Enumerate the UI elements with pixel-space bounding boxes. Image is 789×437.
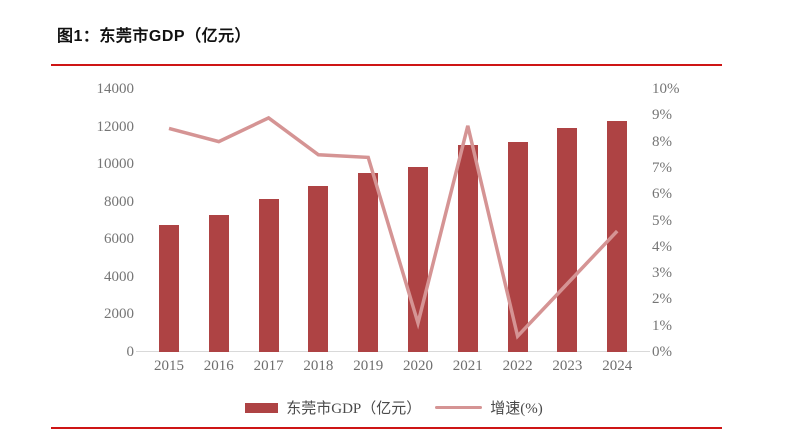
growth-line-swatch-icon <box>435 406 483 409</box>
growth-line <box>168 115 619 340</box>
y-axis-right-tick: 5% <box>652 212 672 229</box>
x-axis-tick-2021: 2021 <box>452 358 483 374</box>
x-axis-tick-2022: 2022 <box>502 358 533 374</box>
y-axis-left-tick: 8000 <box>104 193 134 210</box>
legend: 东莞市GDP（亿元） 增速(%) <box>140 397 648 418</box>
figure-title: 图1：东莞市GDP（亿元） <box>57 28 252 45</box>
gdp-bar-2019 <box>358 172 379 352</box>
y-axis-right-tick: 7% <box>652 159 672 176</box>
y-axis-right-tick: 8% <box>652 133 672 150</box>
gdp-bar-2018 <box>308 185 329 352</box>
gdp-bar-2021 <box>457 145 478 352</box>
y-axis-right-tick: 6% <box>652 186 672 203</box>
bottom-divider-rule <box>51 427 722 429</box>
x-axis-tick-2018: 2018 <box>303 358 334 374</box>
y-axis-left-tick: 4000 <box>104 268 134 285</box>
y-axis-left-tick: 12000 <box>96 118 135 135</box>
y-axis-left-tick: 14000 <box>96 81 135 97</box>
x-axis-tick-2016: 2016 <box>203 358 234 374</box>
legend-growth-label: 增速(%) <box>490 401 543 417</box>
y-axis-right-tick: 3% <box>652 265 672 282</box>
gdp-bar-swatch-icon <box>245 402 279 413</box>
legend-item-growth: 增速(%) <box>435 397 543 418</box>
gdp-bar-2017 <box>258 198 279 352</box>
y-axis-left-tick: 6000 <box>104 231 134 248</box>
legend-gdp-label: 东莞市GDP（亿元） <box>286 401 422 417</box>
y-axis-right-tick: 0% <box>652 344 672 360</box>
gdp-bar-2024 <box>607 121 628 352</box>
x-axis-tick-2024: 2024 <box>602 358 633 374</box>
x-axis-tick-2020: 2020 <box>403 358 433 374</box>
y-axis-left-tick: 10000 <box>96 156 135 173</box>
x-axis-tick-2023: 2023 <box>552 358 583 374</box>
y-axis-right-tick: 9% <box>652 107 672 124</box>
gdp-bar-2016 <box>208 214 229 352</box>
gdp-bar-2023 <box>557 127 578 352</box>
title-divider-rule <box>51 64 722 66</box>
gdp-bar-2015 <box>159 225 179 352</box>
y-axis-left-tick: 2000 <box>104 306 134 323</box>
x-axis-baseline <box>136 351 650 352</box>
y-axis-right-tick: 4% <box>652 238 672 255</box>
y-axis-right-tick: 2% <box>652 291 672 308</box>
plot-area <box>140 89 648 352</box>
y-axis-right-tick: 1% <box>652 317 672 334</box>
x-axis-tick-2019: 2019 <box>353 358 384 374</box>
x-axis-tick-2015: 2015 <box>154 358 184 374</box>
x-axis-tick-2017: 2017 <box>253 358 284 374</box>
y-axis-right-tick: 10% <box>652 81 680 97</box>
gdp-bar-2022 <box>507 141 528 352</box>
legend-item-gdp: 东莞市GDP（亿元） <box>245 397 421 418</box>
y-axis-left-tick: 0 <box>126 344 135 360</box>
